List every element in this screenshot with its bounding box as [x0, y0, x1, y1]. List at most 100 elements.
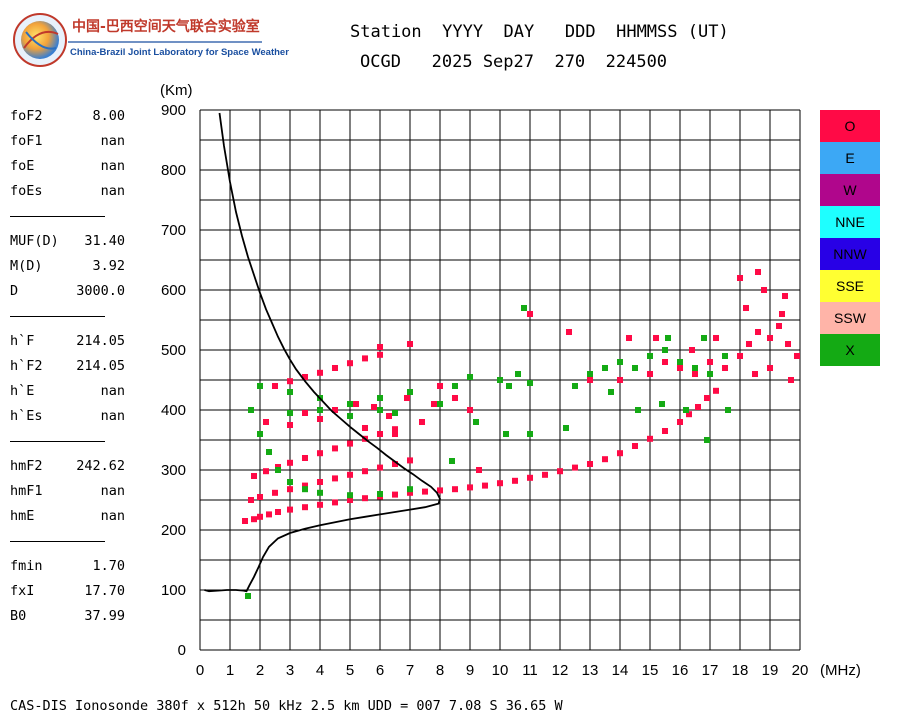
parameter-value: nan	[100, 483, 125, 499]
echo-point-x	[647, 353, 653, 359]
echo-point-x	[617, 359, 623, 365]
x-tick-label: 2	[256, 662, 264, 679]
parameter-row: h`E nan	[10, 383, 125, 403]
parameter-name: fxI	[10, 583, 35, 599]
y-tick-label: 100	[161, 582, 186, 599]
x-tick-label: 20	[792, 662, 809, 679]
parameter-name: h`Es	[10, 408, 43, 424]
parameter-row: hmF1 nan	[10, 483, 125, 503]
y-tick-label: 600	[161, 282, 186, 299]
logo-title-en: China-Brazil Joint Laboratory for Space …	[70, 47, 289, 58]
echo-point-x	[515, 371, 521, 377]
logo-title-cn: 中国-巴西空间天气联合实验室	[72, 19, 260, 35]
echo-point-x	[452, 383, 458, 389]
parameter-name: h`F2	[10, 358, 43, 374]
parameter-value: nan	[100, 408, 125, 424]
echo-point-x	[347, 401, 353, 407]
echo-point-o	[722, 365, 728, 371]
echo-point-o	[713, 387, 719, 394]
x-tick-label: 3	[286, 662, 294, 679]
echo-point-o	[572, 464, 578, 471]
echo-point-o	[497, 480, 503, 487]
parameter-row: h`F2 214.05	[10, 358, 125, 378]
echo-point-x	[257, 383, 263, 389]
echo-point-o	[617, 450, 623, 457]
echo-point-o	[767, 335, 773, 341]
echo-point-x	[407, 486, 413, 493]
legend-item-x: X	[820, 334, 880, 366]
parameter-row: D 3000.0	[10, 283, 125, 303]
y-tick-label: 400	[161, 402, 186, 419]
parameter-value: nan	[100, 133, 125, 149]
echo-point-o	[737, 353, 743, 359]
echo-point-o	[761, 287, 767, 293]
echo-point-o	[362, 425, 368, 431]
echo-point-o	[251, 516, 257, 523]
parameter-name: h`E	[10, 383, 35, 399]
echo-point-o	[653, 335, 659, 341]
echo-point-x	[704, 437, 710, 443]
echo-point-o	[404, 395, 410, 401]
echo-point-o	[332, 475, 338, 482]
parameter-separator	[10, 316, 105, 317]
echo-point-x	[587, 371, 593, 377]
echo-point-o	[527, 474, 533, 481]
y-tick-label: 200	[161, 522, 186, 539]
echo-point-x	[347, 492, 353, 499]
echo-point-o	[755, 269, 761, 275]
x-tick-label: 10	[492, 662, 509, 679]
y-tick-label: 300	[161, 462, 186, 479]
echo-point-x	[563, 425, 569, 431]
y-tick-label: 700	[161, 222, 186, 239]
parameter-name: hmF1	[10, 483, 43, 499]
echo-point-o	[317, 479, 323, 485]
echo-point-o	[662, 359, 668, 365]
echo-point-o	[377, 464, 383, 471]
echo-point-o	[302, 504, 308, 511]
echo-point-x	[701, 335, 707, 341]
echo-point-o	[302, 410, 308, 416]
echo-point-o	[602, 456, 608, 463]
echo-point-x	[608, 389, 614, 395]
parameter-row: hmF2 242.62	[10, 458, 125, 478]
echo-point-o	[377, 351, 383, 358]
echo-point-o	[251, 473, 257, 479]
echo-point-o	[677, 365, 683, 371]
parameter-value: 3.92	[92, 258, 125, 274]
echo-point-x	[302, 486, 308, 493]
echo-point-o	[632, 443, 638, 449]
echo-point-o	[755, 329, 761, 335]
echo-point-x	[521, 305, 527, 311]
parameter-row: foEs nan	[10, 183, 125, 203]
echo-point-o	[257, 513, 263, 520]
parameter-name: h`F	[10, 333, 35, 349]
parameter-name: foF1	[10, 133, 43, 149]
echo-point-o	[263, 468, 269, 475]
echo-point-o	[677, 419, 683, 425]
parameter-name: fmin	[10, 558, 43, 574]
legend-item-nne: NNE	[820, 206, 880, 238]
echo-point-x	[665, 335, 671, 341]
parameter-value: nan	[100, 508, 125, 524]
parameter-value: 214.05	[76, 358, 125, 374]
x-tick-label: 1	[226, 662, 234, 679]
legend-item-w: W	[820, 174, 880, 206]
echo-point-x	[632, 365, 638, 371]
echo-point-o	[317, 416, 323, 422]
echo-point-o	[248, 497, 254, 503]
echo-point-o	[617, 377, 623, 383]
echo-point-o	[287, 506, 293, 513]
echo-point-o	[794, 353, 800, 359]
x-axis-label: (MHz)	[820, 662, 861, 679]
echo-point-o	[362, 468, 368, 475]
echo-point-o	[437, 487, 443, 494]
y-tick-label: 500	[161, 342, 186, 359]
x-tick-label: 7	[406, 662, 414, 679]
echo-point-x	[245, 593, 251, 599]
electron-density-profile-line	[204, 112, 441, 593]
echo-point-o	[347, 440, 353, 447]
echo-point-o	[392, 491, 398, 498]
echo-point-x	[377, 407, 383, 413]
echo-point-o	[422, 488, 428, 495]
echo-point-x	[407, 389, 413, 395]
